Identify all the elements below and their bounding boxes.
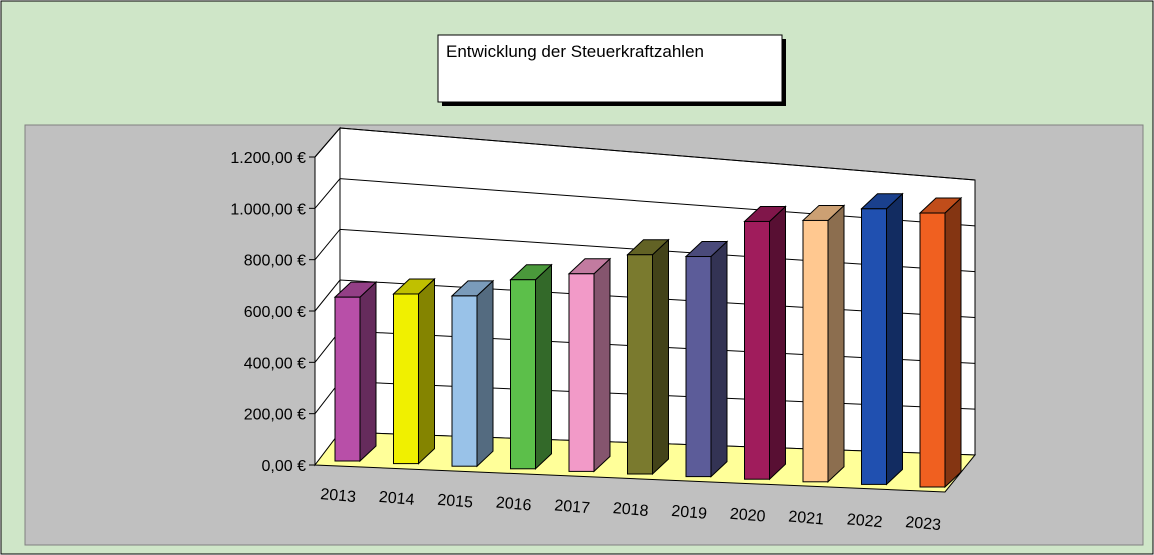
bar: [393, 293, 419, 465]
y-tick-label: 0,00 €: [262, 458, 307, 475]
bar-side: [535, 263, 552, 470]
x-tick-label: 2020: [729, 506, 766, 526]
x-tick-label: 2015: [437, 492, 474, 512]
x-tick-label: 2021: [788, 508, 825, 528]
x-tick-label: 2018: [612, 500, 649, 520]
bar: [861, 208, 887, 485]
bar-side: [827, 204, 845, 483]
bar-side: [710, 240, 728, 478]
x-tick-label: 2013: [320, 486, 357, 506]
x-tick-label: 2017: [554, 497, 591, 517]
y-tick-label: 800,00 €: [244, 253, 306, 270]
x-tick-label: 2014: [378, 489, 415, 509]
y-tick-label: 200,00 €: [244, 407, 306, 424]
bar-side: [476, 279, 494, 468]
bar: [744, 220, 770, 480]
bar-side: [418, 277, 435, 465]
bar-side: [769, 205, 786, 481]
grid-line: [314, 127, 976, 181]
bar-side: [944, 196, 962, 489]
bar-side: [886, 192, 903, 486]
y-tick-label: 1.200,00 €: [230, 150, 306, 167]
bar: [685, 256, 712, 478]
y-tick-label: 400,00 €: [244, 355, 306, 372]
bar: [627, 254, 653, 475]
bar: [334, 296, 361, 462]
bar: [451, 295, 478, 467]
bar: [919, 212, 946, 488]
x-tick-label: 2016: [495, 494, 532, 514]
bar-side: [593, 257, 611, 473]
y-tick-label: 600,00 €: [244, 304, 306, 321]
title-box: [437, 34, 783, 103]
bar-side: [652, 238, 669, 476]
x-tick-label: 2022: [846, 511, 883, 531]
bar: [510, 279, 536, 470]
bar-side: [359, 281, 377, 463]
chart-title: Entwicklung der Steuerkraftzahlen: [446, 42, 704, 61]
x-tick-label: 2019: [671, 503, 708, 523]
x-tick-label: 2023: [905, 514, 942, 534]
bar: [568, 273, 595, 472]
y-tick-label: 1.000,00 €: [230, 201, 306, 218]
bar: [802, 219, 829, 483]
